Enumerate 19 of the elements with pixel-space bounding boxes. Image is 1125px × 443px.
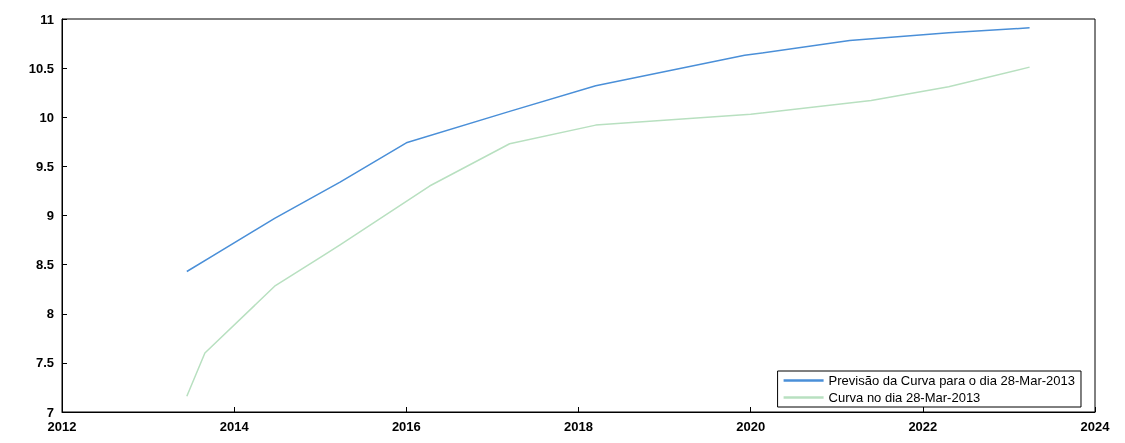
y-tick-label: 10.5 xyxy=(28,60,54,76)
y-tick-label: 9 xyxy=(46,208,54,223)
x-tick-label: 2016 xyxy=(391,419,421,434)
y-tick-label: 7 xyxy=(46,404,54,420)
x-tick-label: 2014 xyxy=(219,419,250,434)
y-tick-label: 11 xyxy=(40,11,54,27)
y-tick-label: 7.5 xyxy=(35,355,54,371)
x-tick-label: 2020 xyxy=(736,419,766,434)
x-tick-label: 2012 xyxy=(47,419,77,434)
x-tick-label: 2022 xyxy=(908,419,938,434)
x-tick-label: 2018 xyxy=(564,419,593,434)
y-tick-label: 8.5 xyxy=(35,257,54,273)
x-tick-label: 2024 xyxy=(1080,419,1111,434)
legend-label: Previsão da Curva para o dia 28-Mar-2013 xyxy=(828,373,1076,388)
y-tick-label: 10 xyxy=(39,109,54,125)
legend-label: Curva no dia 28-Mar-2013 xyxy=(828,390,981,405)
line-series xyxy=(186,27,1031,273)
y-tick-label: 9.5 xyxy=(35,158,54,174)
y-tick-label: 8 xyxy=(46,306,54,322)
